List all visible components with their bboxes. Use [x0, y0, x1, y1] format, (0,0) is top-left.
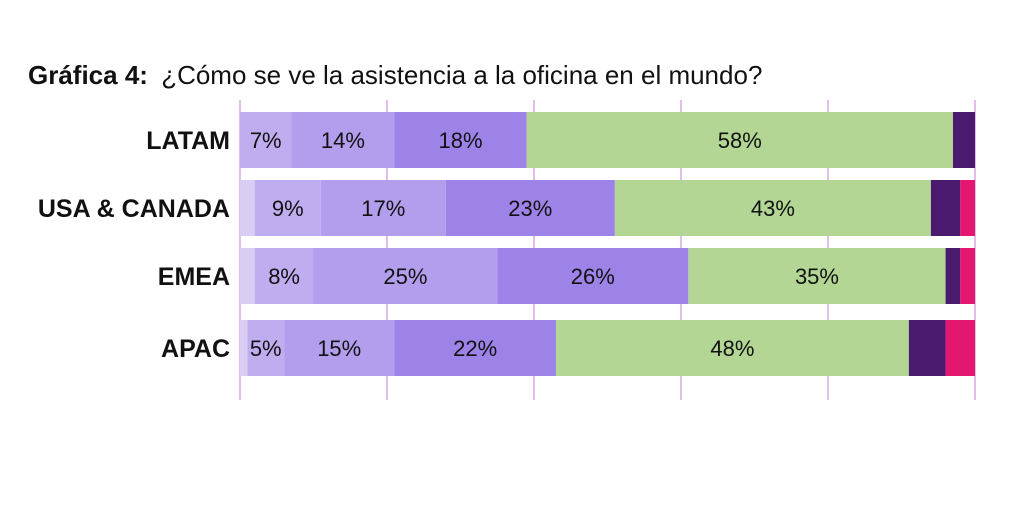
bar-segment — [320, 180, 446, 236]
bar-segment — [952, 112, 975, 168]
bar-segment — [254, 180, 321, 236]
data-label: 22% — [453, 336, 497, 361]
bar-segment — [254, 248, 314, 304]
category-labels: LATAM USA & CANADA EMEA APAC — [38, 127, 230, 363]
data-label: 35% — [795, 264, 839, 289]
bar-segment — [688, 248, 946, 304]
category-label: LATAM — [146, 127, 230, 155]
bars: 7% 14% 18% 58% 9% 17% 23% 43% 8% 25% 26% 35% 5% 15% 22… — [240, 112, 975, 376]
bar-segment — [394, 112, 527, 168]
bar-segment — [240, 248, 255, 304]
bar-segment — [394, 320, 557, 376]
bar-segment — [445, 180, 615, 236]
category-label: USA & CANADA — [38, 195, 230, 223]
chart-title-prefix: Gráfica 4: — [28, 60, 148, 90]
bar-segment — [556, 320, 909, 376]
bar-segment — [240, 320, 248, 376]
bar-segment — [960, 180, 975, 236]
data-label: 14% — [321, 128, 365, 153]
bar-segment — [945, 248, 961, 304]
data-label: 15% — [317, 336, 361, 361]
data-label: 25% — [383, 264, 427, 289]
data-label: 26% — [571, 264, 615, 289]
data-label: 58% — [718, 128, 762, 153]
data-label: 48% — [710, 336, 754, 361]
data-label: 23% — [508, 196, 552, 221]
bar-segment — [945, 320, 975, 376]
bar-segment — [908, 320, 946, 376]
data-label: 5% — [250, 336, 282, 361]
bar-segment — [313, 248, 498, 304]
data-label: 43% — [751, 196, 795, 221]
chart-title: Gráfica 4: ¿Cómo se ve la asistencia a l… — [28, 60, 762, 90]
bar-segment — [930, 180, 961, 236]
data-label: 7% — [250, 128, 282, 153]
bar-segment — [526, 112, 953, 168]
data-label: 9% — [272, 196, 304, 221]
category-label: EMEA — [158, 263, 230, 291]
bar-segment — [284, 320, 395, 376]
chart-title-text: ¿Cómo se ve la asistencia a la oficina e… — [161, 60, 762, 90]
bar-segment — [291, 112, 395, 168]
bar-segment — [240, 180, 255, 236]
bar-segment — [614, 180, 931, 236]
bar-segment — [247, 320, 285, 376]
bar-segment — [240, 112, 292, 168]
bar-segment — [960, 248, 975, 304]
data-label: 18% — [438, 128, 482, 153]
bar-segment — [497, 248, 689, 304]
category-label: APAC — [161, 335, 230, 363]
data-label: 17% — [361, 196, 405, 221]
data-label: 8% — [268, 264, 300, 289]
